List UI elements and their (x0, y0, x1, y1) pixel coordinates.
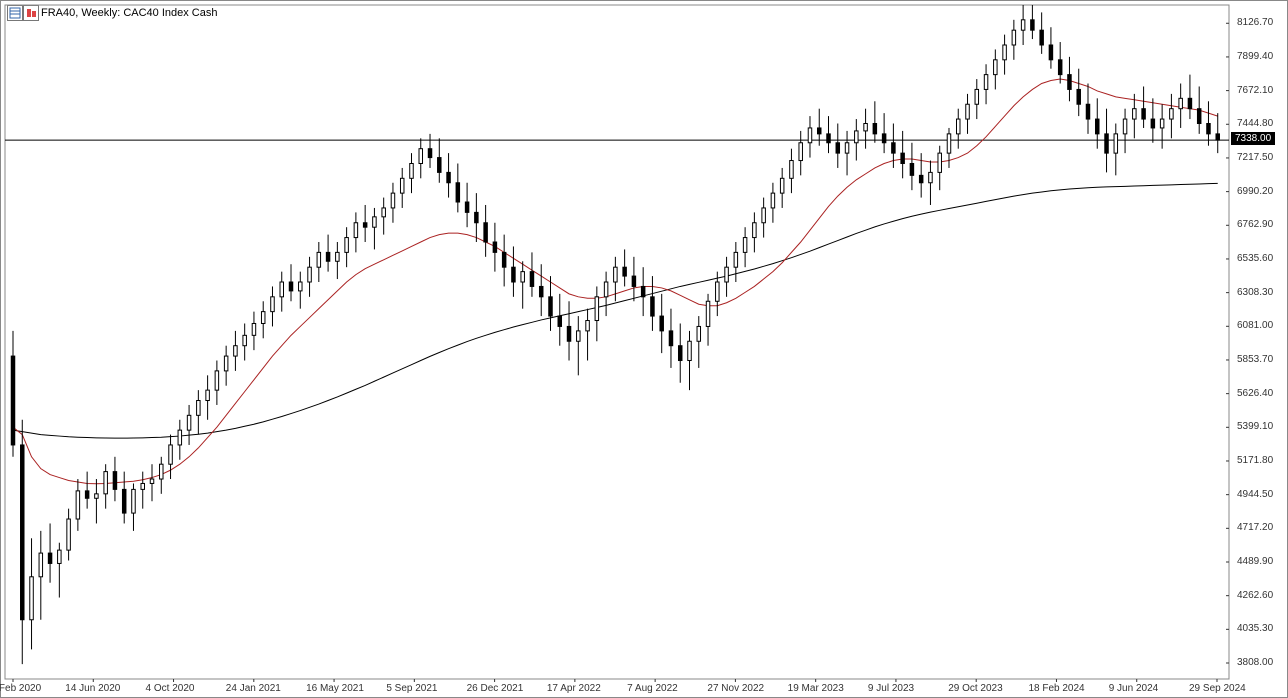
y-axis-label: 4717.20 (1237, 522, 1273, 533)
y-axis-label: 6081.00 (1237, 320, 1273, 331)
chart-container: FRA40, Weekly: CAC40 Index Cash 7338.00 … (0, 0, 1288, 698)
x-axis-label: 9 Jun 2024 (1109, 683, 1159, 694)
y-axis-label: 6990.20 (1237, 186, 1273, 197)
x-axis-label: 4 Oct 2020 (146, 683, 195, 694)
x-axis-label: 17 Apr 2022 (547, 683, 601, 694)
y-axis-label: 5626.40 (1237, 388, 1273, 399)
x-axis-label: 23 Feb 2020 (0, 683, 41, 694)
x-axis-label: 19 Mar 2023 (788, 683, 844, 694)
y-axis-label: 7899.40 (1237, 51, 1273, 62)
x-axis-label: 18 Feb 2024 (1028, 683, 1084, 694)
x-axis-label: 16 May 2021 (306, 683, 364, 694)
y-axis-label: 4035.30 (1237, 623, 1273, 634)
y-axis-label: 6762.90 (1237, 219, 1273, 230)
y-axis-label: 5853.70 (1237, 354, 1273, 365)
y-axis-label: 7672.10 (1237, 85, 1273, 96)
x-axis-label: 14 Jun 2020 (65, 683, 120, 694)
y-axis-label: 7444.80 (1237, 118, 1273, 129)
x-axis-label: 29 Oct 2023 (948, 683, 1002, 694)
x-axis-label: 7 Aug 2022 (627, 683, 678, 694)
x-axis-label: 9 Jul 2023 (868, 683, 914, 694)
x-axis-label: 29 Sep 2024 (1189, 683, 1246, 694)
y-axis-label: 8126.70 (1237, 17, 1273, 28)
y-axis-label: 3808.00 (1237, 657, 1273, 668)
y-axis-label: 6308.30 (1237, 287, 1273, 298)
x-axis-label: 26 Dec 2021 (467, 683, 524, 694)
y-axis-label: 5399.10 (1237, 421, 1273, 432)
x-axis-label: 5 Sep 2021 (386, 683, 437, 694)
current-price-flag: 7338.00 (1231, 132, 1275, 145)
x-axis-label: 27 Nov 2022 (707, 683, 764, 694)
chart-canvas[interactable] (1, 1, 1288, 698)
y-axis-label: 7217.50 (1237, 152, 1273, 163)
x-axis-label: 24 Jan 2021 (226, 683, 281, 694)
y-axis-label: 4489.90 (1237, 556, 1273, 567)
y-axis-label: 4944.50 (1237, 489, 1273, 500)
y-axis-label: 4262.60 (1237, 590, 1273, 601)
y-axis-label: 6535.60 (1237, 253, 1273, 264)
y-axis-label: 5171.80 (1237, 455, 1273, 466)
